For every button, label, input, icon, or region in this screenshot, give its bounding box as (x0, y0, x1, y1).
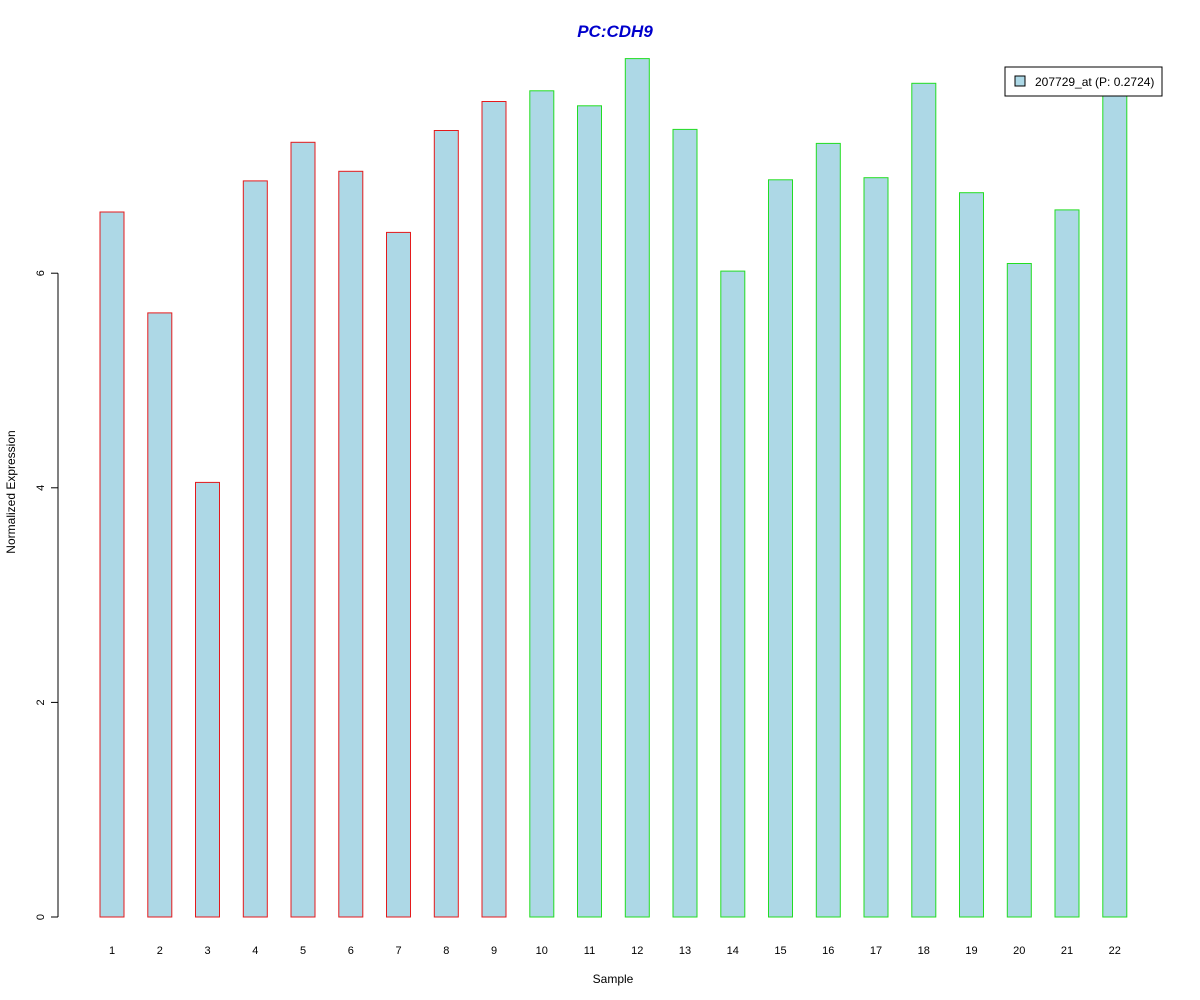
x-axis-tick-label: 16 (822, 945, 834, 957)
bar-sample-20 (1006, 263, 1032, 918)
x-axis-tick-label: 21 (1061, 945, 1073, 957)
chart-title: PC:CDH9 (577, 22, 653, 41)
bar-sample-6 (338, 170, 364, 918)
x-axis-tick-label: 13 (679, 945, 691, 957)
bar-sample-12 (624, 58, 650, 918)
x-axis-tick-label: 5 (300, 945, 306, 957)
legend-swatch (1014, 75, 1026, 87)
y-axis-tick-label: 2 (35, 699, 47, 705)
x-axis-tick-label: 17 (870, 945, 882, 957)
bar-sample-8 (433, 130, 459, 918)
x-axis-tick-label: 18 (918, 945, 930, 957)
bar-sample-9 (481, 101, 507, 918)
bar-sample-4 (242, 180, 268, 918)
x-axis-tick-labels: 1 2 3 4 5 6 7 8 9 10 11 12 13 14 15 16 17 18 19 20 21 22 (109, 945, 1121, 957)
x-axis-tick-label: 10 (536, 945, 548, 957)
x-axis-tick-label: 9 (491, 945, 497, 957)
bar-sample-15 (768, 179, 793, 918)
x-axis-tick-label: 6 (348, 945, 354, 957)
x-axis-tick-label: 1 (109, 945, 115, 957)
y-axis-tick-label: 4 (35, 485, 47, 491)
x-axis-tick-label: 14 (727, 945, 739, 957)
legend-box (1004, 66, 1163, 97)
bar-sample-5 (290, 141, 316, 918)
bar-sample-11 (577, 105, 602, 918)
bar-sample-2 (147, 312, 173, 918)
x-axis-tick-label: 20 (1013, 945, 1025, 957)
bar-sample-7 (386, 231, 411, 918)
bar-sample-3 (195, 481, 220, 918)
x-axis-tick-label: 2 (157, 945, 163, 957)
bar-sample-19 (959, 192, 984, 918)
x-axis-tick-label: 11 (584, 945, 595, 957)
bar-sample-14 (720, 270, 746, 918)
x-axis-tick-label: 3 (204, 945, 210, 957)
bar-sample-21 (1054, 209, 1080, 918)
legend-label: 207729_at (P: 0.2724) (1035, 75, 1154, 89)
x-axis-tick-label: 19 (965, 945, 977, 957)
bar-sample-1 (99, 211, 125, 918)
bar-sample-22 (1102, 94, 1128, 918)
y-axis-tick-label: 6 (35, 270, 47, 276)
x-axis-tick-label: 8 (443, 945, 449, 957)
bar-sample-17 (863, 177, 889, 918)
bar-sample-16 (815, 142, 841, 918)
y-axis-tick-label: 0 (35, 914, 47, 920)
x-axis-tick-label: 4 (252, 945, 258, 957)
x-axis-label: Sample (593, 972, 634, 986)
x-axis-tick-label: 12 (631, 945, 643, 957)
y-axis: 0 2 4 6 (35, 270, 59, 920)
legend: 207729_at (P: 0.2724) (1004, 66, 1163, 97)
bar-sample-10 (529, 90, 555, 918)
bar-sample-18 (911, 82, 937, 918)
y-axis-label: Normalized Expression (4, 430, 18, 553)
x-axis-tick-label: 22 (1109, 945, 1121, 957)
x-axis-tick-label: 7 (395, 945, 401, 957)
x-axis-tick-label: 15 (774, 945, 786, 957)
bars-group (99, 58, 1128, 918)
bar-sample-13 (672, 128, 698, 918)
